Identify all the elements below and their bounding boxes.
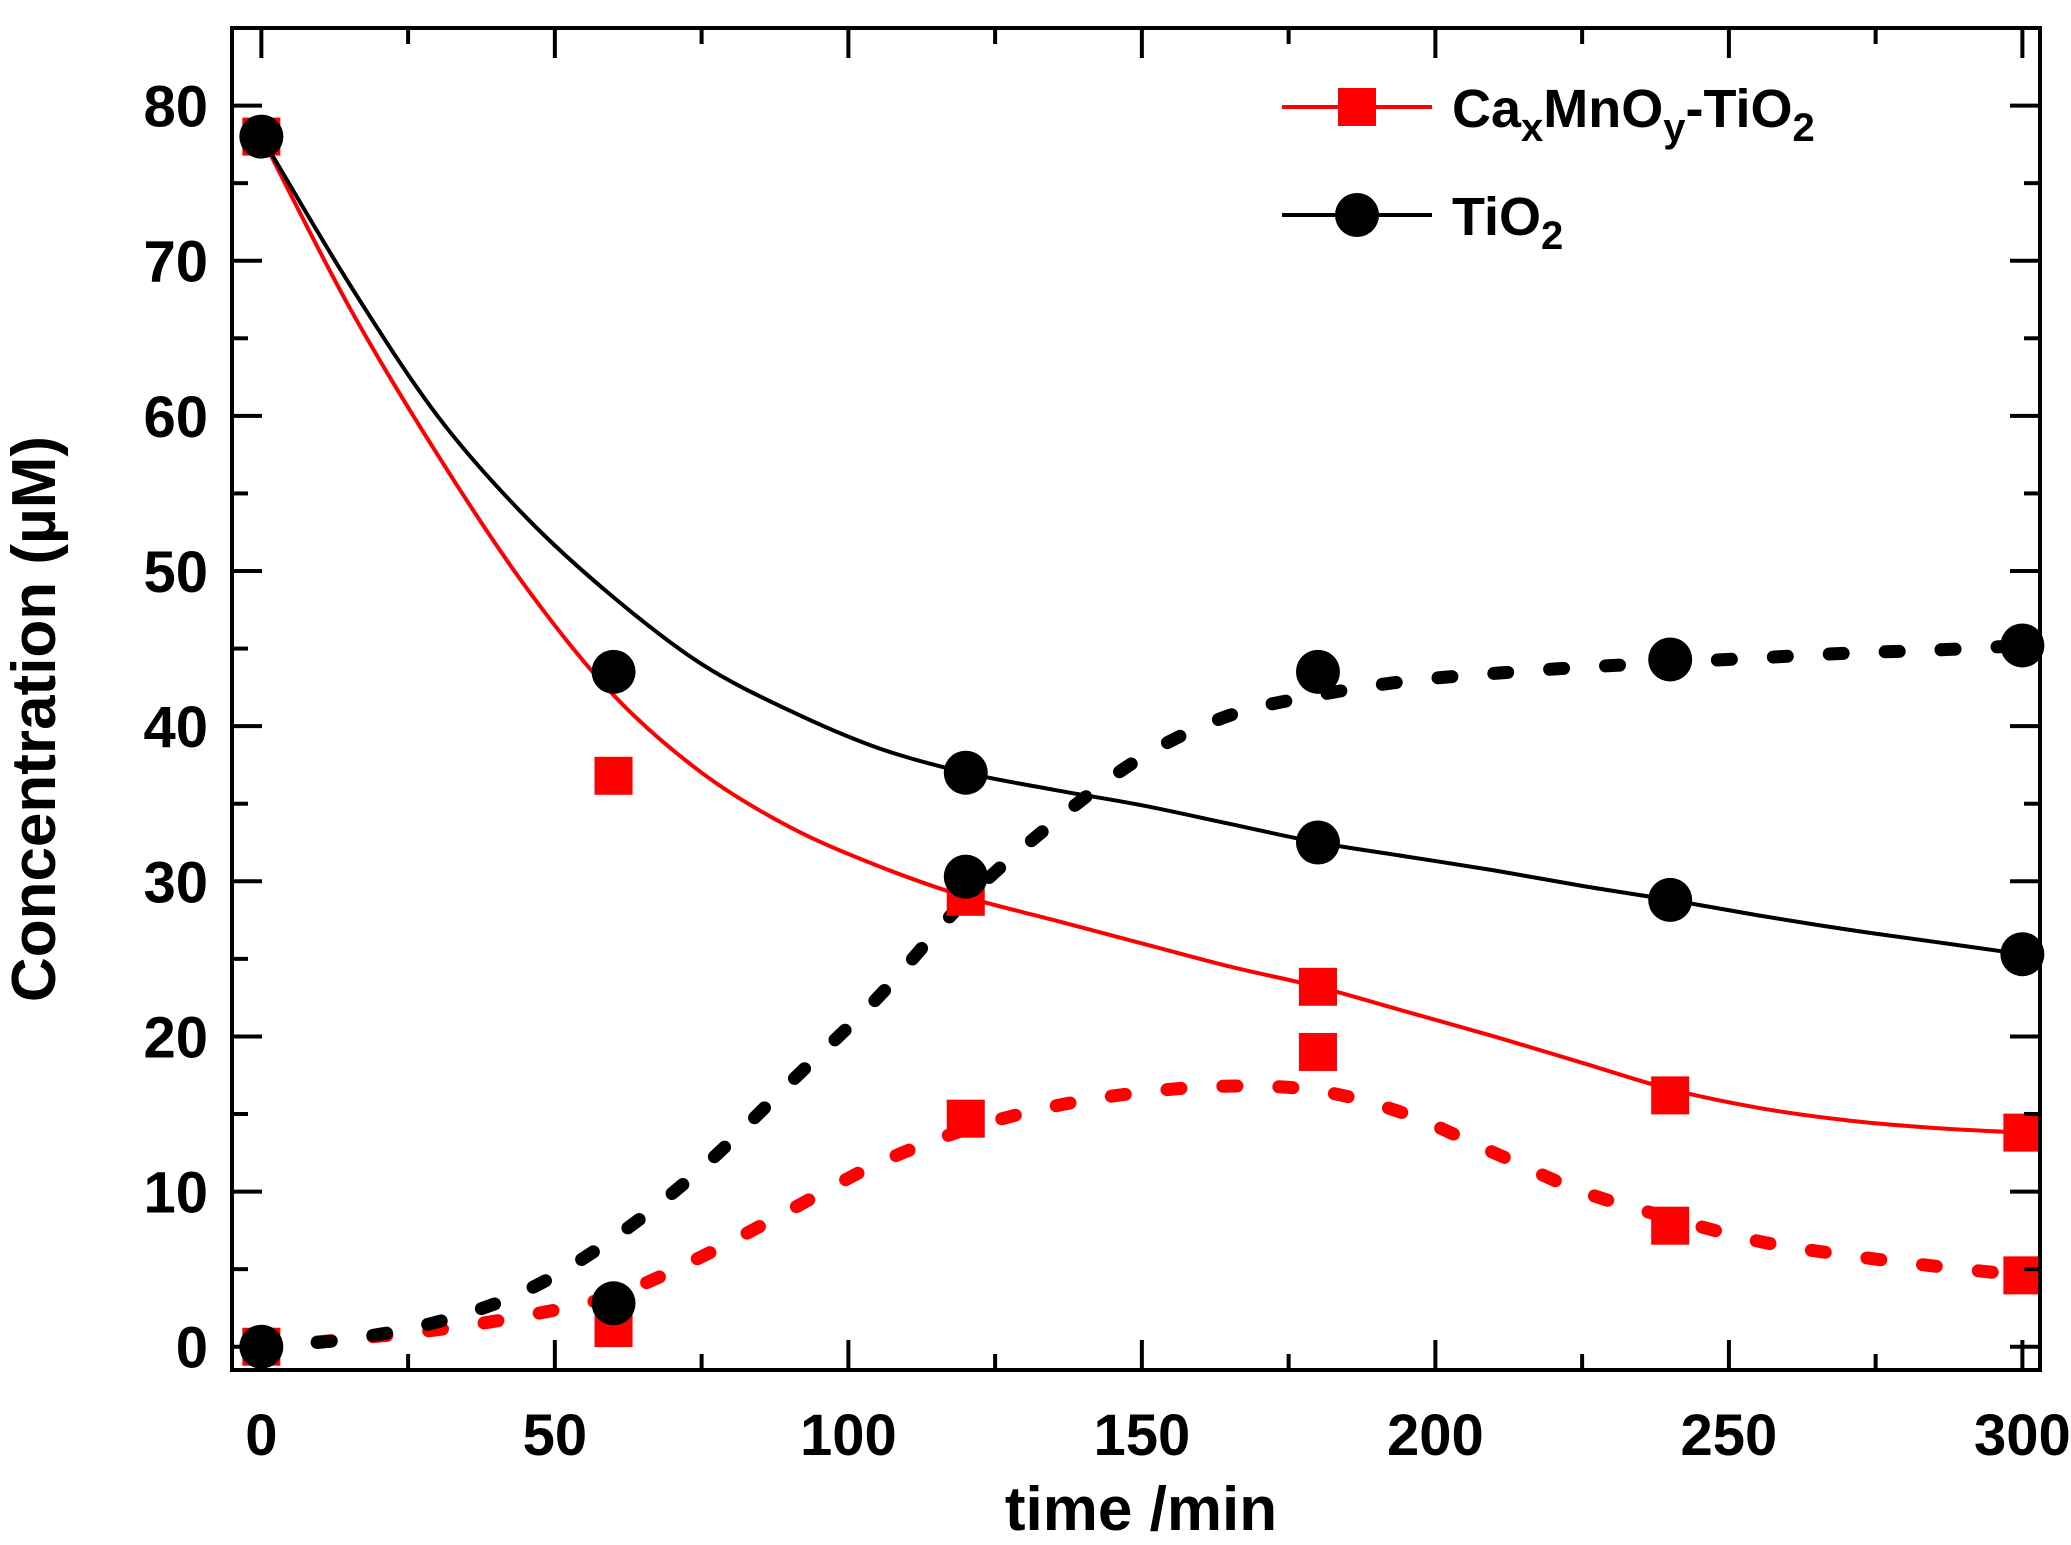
data-point-circle bbox=[1295, 649, 1340, 694]
x-tick-label: 300 bbox=[1974, 1403, 2071, 1468]
x-axis-title: time /min bbox=[1005, 1475, 1277, 1544]
x-tick-label: 0 bbox=[245, 1403, 277, 1468]
data-point-square bbox=[2003, 1256, 2042, 1295]
legend-entry-caxmnoy-tio2: CaxMnOy-TiO2 bbox=[1282, 79, 1815, 150]
x-tick-label: 100 bbox=[800, 1403, 897, 1468]
data-point-square bbox=[2003, 1113, 2042, 1152]
y-tick-label: 40 bbox=[143, 695, 208, 760]
y-tick-label: 60 bbox=[143, 385, 208, 450]
y-axis-title: Concentration (µM) bbox=[0, 436, 69, 1002]
legend-marker-circle bbox=[1335, 193, 1379, 237]
legend-label-part: -TiO bbox=[1686, 79, 1793, 139]
data-point-square bbox=[1651, 1206, 1690, 1245]
data-point-circle bbox=[239, 114, 284, 159]
legend-label-tio2: TiO2 bbox=[1452, 187, 1563, 258]
data-point-square bbox=[946, 1099, 985, 1138]
legend-subscript: 2 bbox=[1793, 106, 1815, 150]
legend-marker-square bbox=[1338, 88, 1376, 126]
y-tick-label: 0 bbox=[176, 1316, 208, 1381]
legend-label-part: TiO bbox=[1452, 187, 1541, 247]
y-tick-label: 80 bbox=[143, 75, 208, 140]
data-point-circle bbox=[2000, 623, 2045, 668]
data-point-square bbox=[1298, 967, 1337, 1006]
data-point-square bbox=[594, 756, 633, 795]
y-tick-label: 30 bbox=[143, 850, 208, 915]
data-point-circle bbox=[1648, 637, 1693, 682]
data-point-circle bbox=[1648, 877, 1693, 922]
axis-tick-labels: 0 50 100 150 200 250 300 0 10 20 30 40 50 60 70 80 bbox=[143, 75, 2070, 1468]
series-line-2 bbox=[254, 1079, 2029, 1354]
data-point-square bbox=[1651, 1076, 1690, 1115]
data-point-circle bbox=[591, 1281, 636, 1326]
y-tick-label: 50 bbox=[143, 540, 208, 605]
legend-subscript: y bbox=[1663, 106, 1686, 150]
plot-frame bbox=[230, 26, 2042, 1372]
legend-subscript: x bbox=[1521, 106, 1543, 150]
y-tick-label: 10 bbox=[143, 1161, 208, 1226]
legend-label-part: MnO bbox=[1543, 79, 1663, 139]
x-tick-label: 250 bbox=[1680, 1403, 1777, 1468]
data-point-circle bbox=[943, 854, 988, 899]
data-point-square bbox=[1298, 1032, 1337, 1071]
x-tick-label: 200 bbox=[1387, 1403, 1484, 1468]
x-tick-label: 50 bbox=[523, 1403, 588, 1468]
legend-label-part: Ca bbox=[1452, 79, 1522, 139]
series-line-3 bbox=[254, 639, 2029, 1354]
data-point-circle bbox=[943, 750, 988, 795]
series-line-0 bbox=[259, 135, 2023, 1135]
plot-area bbox=[239, 114, 2045, 1369]
y-tick-label: 70 bbox=[143, 230, 208, 295]
legend: CaxMnOy-TiO2 TiO2 bbox=[1282, 79, 1815, 258]
y-tick-label: 20 bbox=[143, 1005, 208, 1070]
axis-ticks bbox=[232, 28, 2040, 1370]
data-point-circle bbox=[2000, 932, 2045, 977]
data-point-circle bbox=[591, 649, 636, 694]
legend-entry-tio2: TiO2 bbox=[1282, 187, 1563, 258]
series-line-1 bbox=[259, 135, 2023, 957]
data-point-circle bbox=[1295, 820, 1340, 865]
x-tick-label: 150 bbox=[1093, 1403, 1190, 1468]
legend-label-caxmnoy-tio2: CaxMnOy-TiO2 bbox=[1452, 79, 1815, 150]
legend-subscript: 2 bbox=[1541, 214, 1563, 258]
